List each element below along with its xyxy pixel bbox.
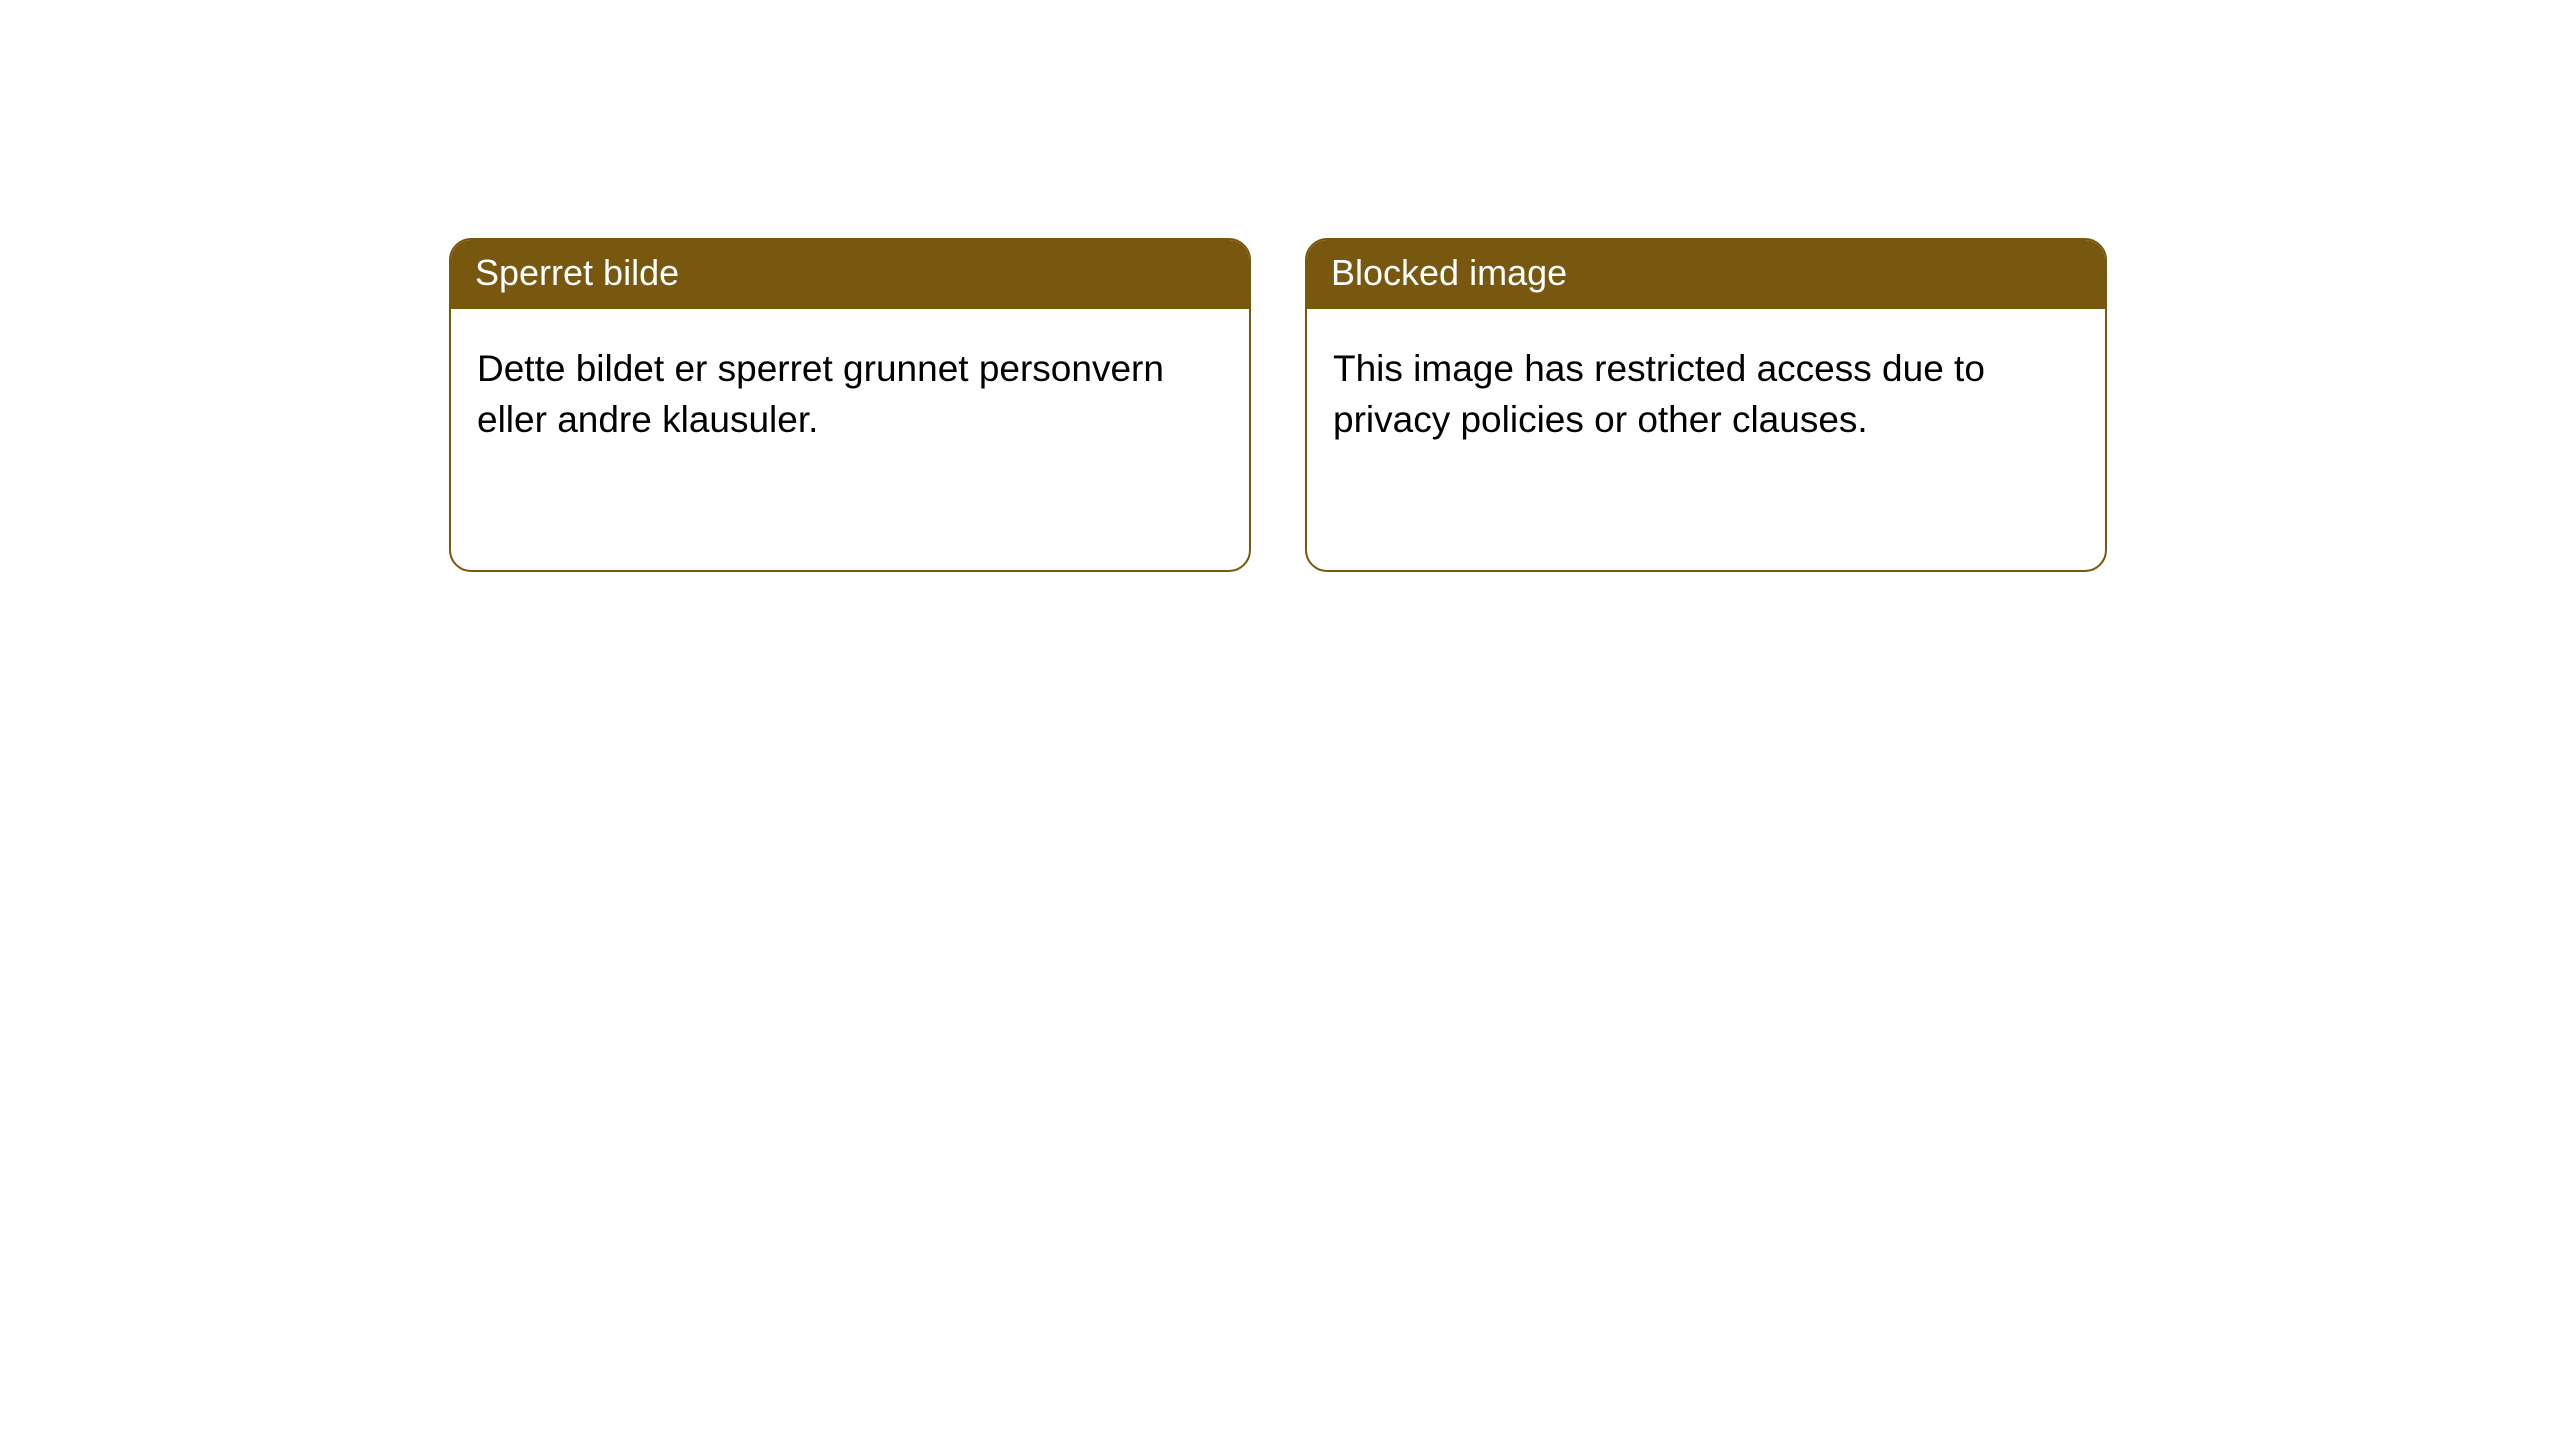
card-body-text: Dette bildet er sperret grunnet personve… (451, 309, 1249, 479)
notice-card-english: Blocked image This image has restricted … (1305, 238, 2107, 572)
notice-card-norwegian: Sperret bilde Dette bildet er sperret gr… (449, 238, 1251, 572)
card-body-text: This image has restricted access due to … (1307, 309, 2105, 479)
card-header: Sperret bilde (451, 240, 1249, 309)
card-header: Blocked image (1307, 240, 2105, 309)
notice-container: Sperret bilde Dette bildet er sperret gr… (0, 0, 2560, 572)
